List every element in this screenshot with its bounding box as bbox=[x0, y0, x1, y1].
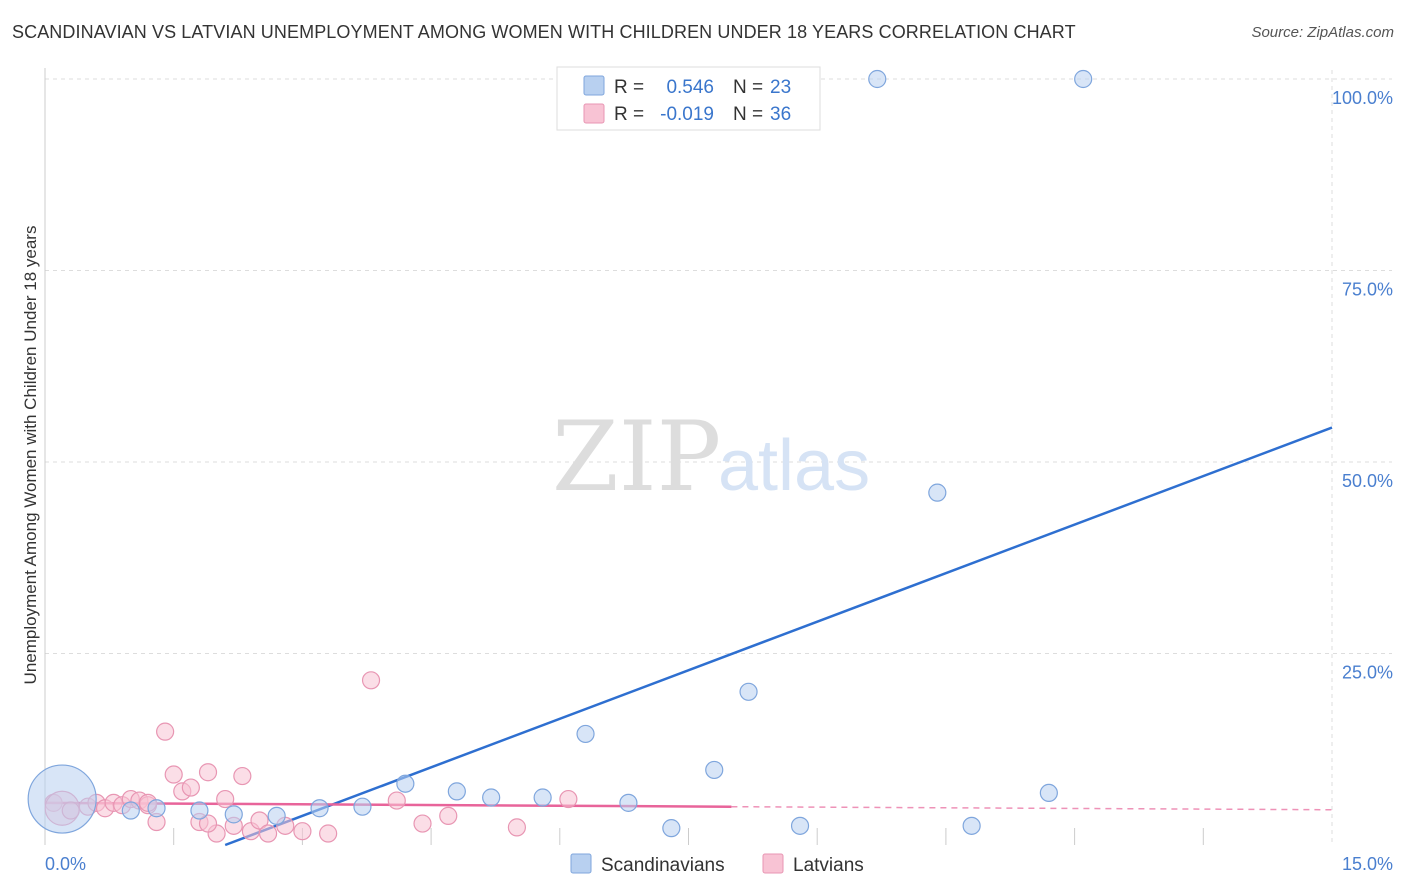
scandinavian-point-5 bbox=[267, 806, 286, 825]
latvian-point-13 bbox=[164, 765, 183, 784]
latvian-point-19 bbox=[216, 789, 235, 809]
scandinavians-legend-swatch bbox=[570, 853, 592, 874]
latvians-n-label: N = bbox=[733, 104, 763, 125]
latvian-point-34 bbox=[198, 814, 218, 833]
scandinavian-point-14 bbox=[662, 819, 681, 838]
scandinavians-n-label: N = bbox=[733, 77, 763, 98]
scandinavian-point-17 bbox=[790, 816, 810, 835]
scandinavian-point-16 bbox=[739, 682, 758, 701]
latvian-point-33 bbox=[559, 789, 578, 809]
watermark-zip: ZIP bbox=[552, 401, 721, 513]
scandinavian-point-13 bbox=[619, 793, 638, 812]
latvians-n-value: 36 bbox=[770, 104, 791, 125]
scandinavian-point-4 bbox=[224, 805, 243, 824]
latvians-stat-swatch bbox=[583, 103, 605, 124]
latvian-point-15 bbox=[181, 778, 200, 797]
chart-title: SCANDINAVIAN VS LATVIAN UNEMPLOYMENT AMO… bbox=[12, 22, 1076, 42]
scandinavians-stat-swatch bbox=[583, 75, 605, 96]
scandinavian-point-3 bbox=[190, 801, 209, 820]
scandinavian-point-9 bbox=[447, 782, 466, 801]
latvians-r-value: -0.019 bbox=[660, 104, 714, 125]
scandinavian-point-12 bbox=[576, 724, 595, 744]
latvian-point-17 bbox=[198, 763, 218, 782]
y-axis-label: Unemployment Among Women with Children U… bbox=[21, 226, 40, 685]
latvian-point-12 bbox=[156, 722, 175, 741]
grid-layer bbox=[45, 70, 1392, 845]
latvian-point-30 bbox=[413, 814, 432, 833]
scandinavian-point-11 bbox=[533, 788, 552, 807]
latvians-trend-line-dashed bbox=[731, 805, 1333, 811]
scandinavians-n-value: 23 bbox=[770, 77, 791, 98]
y-tick-label-50: 50.0% bbox=[1342, 471, 1393, 491]
y-tick-label-75: 75.0% bbox=[1342, 280, 1393, 300]
y-tick-label-100: 100.0% bbox=[1332, 88, 1393, 108]
scandinavian-point-2 bbox=[147, 799, 166, 818]
scandinavian-point-15 bbox=[705, 760, 724, 780]
watermark-atlas: atlas bbox=[718, 426, 870, 506]
scandinavian-point-0 bbox=[27, 764, 97, 834]
latvians-legend-label: Latvians bbox=[793, 855, 864, 876]
scandinavian-point-6 bbox=[310, 799, 329, 818]
point-layer bbox=[27, 69, 1093, 843]
scandinavian-point-8 bbox=[396, 774, 415, 793]
watermark: ZIP atlas bbox=[552, 401, 870, 513]
latvian-point-28 bbox=[361, 671, 381, 690]
scandinavians-trend-line bbox=[224, 426, 1333, 847]
latvian-point-23 bbox=[250, 811, 269, 830]
scandinavian-point-19 bbox=[928, 483, 947, 502]
latvian-point-29 bbox=[387, 791, 406, 810]
scandinavian-point-20 bbox=[962, 816, 981, 835]
scandinavian-point-21 bbox=[1039, 783, 1058, 803]
latvians-legend-swatch bbox=[762, 853, 784, 874]
scandinavians-r-label: R = bbox=[614, 77, 644, 98]
latvians-r-label: R = bbox=[614, 104, 644, 125]
y-tick-label-25: 25.0% bbox=[1342, 663, 1393, 683]
scandinavian-point-22 bbox=[1074, 69, 1093, 89]
scandinavian-point-18 bbox=[868, 69, 887, 89]
x-tick-label-min: 0.0% bbox=[45, 854, 86, 874]
x-tick-label-max: 15.0% bbox=[1342, 854, 1393, 874]
scandinavians-r-value: 0.546 bbox=[666, 77, 714, 98]
latvian-point-26 bbox=[293, 822, 312, 841]
scandinavian-point-1 bbox=[121, 801, 140, 820]
scandinavian-point-10 bbox=[482, 788, 501, 807]
latvian-point-24 bbox=[258, 824, 278, 843]
axis-layer: 25.0% 50.0% 75.0% 100.0% 0.0% 15.0% bbox=[44, 68, 1393, 874]
latvian-point-32 bbox=[507, 818, 527, 837]
stats-box: R = 0.546 N = 23 R = -0.019 N = 36 bbox=[556, 66, 821, 131]
scandinavians-legend-label: Scandinavians bbox=[601, 855, 725, 876]
legend: Scandinavians Latvians bbox=[570, 853, 864, 876]
scandinavian-point-7 bbox=[353, 797, 372, 816]
latvian-point-21 bbox=[233, 766, 252, 786]
latvian-point-31 bbox=[439, 806, 458, 825]
source-label: Source: ZipAtlas.com bbox=[1251, 24, 1394, 41]
latvian-point-27 bbox=[319, 824, 338, 843]
